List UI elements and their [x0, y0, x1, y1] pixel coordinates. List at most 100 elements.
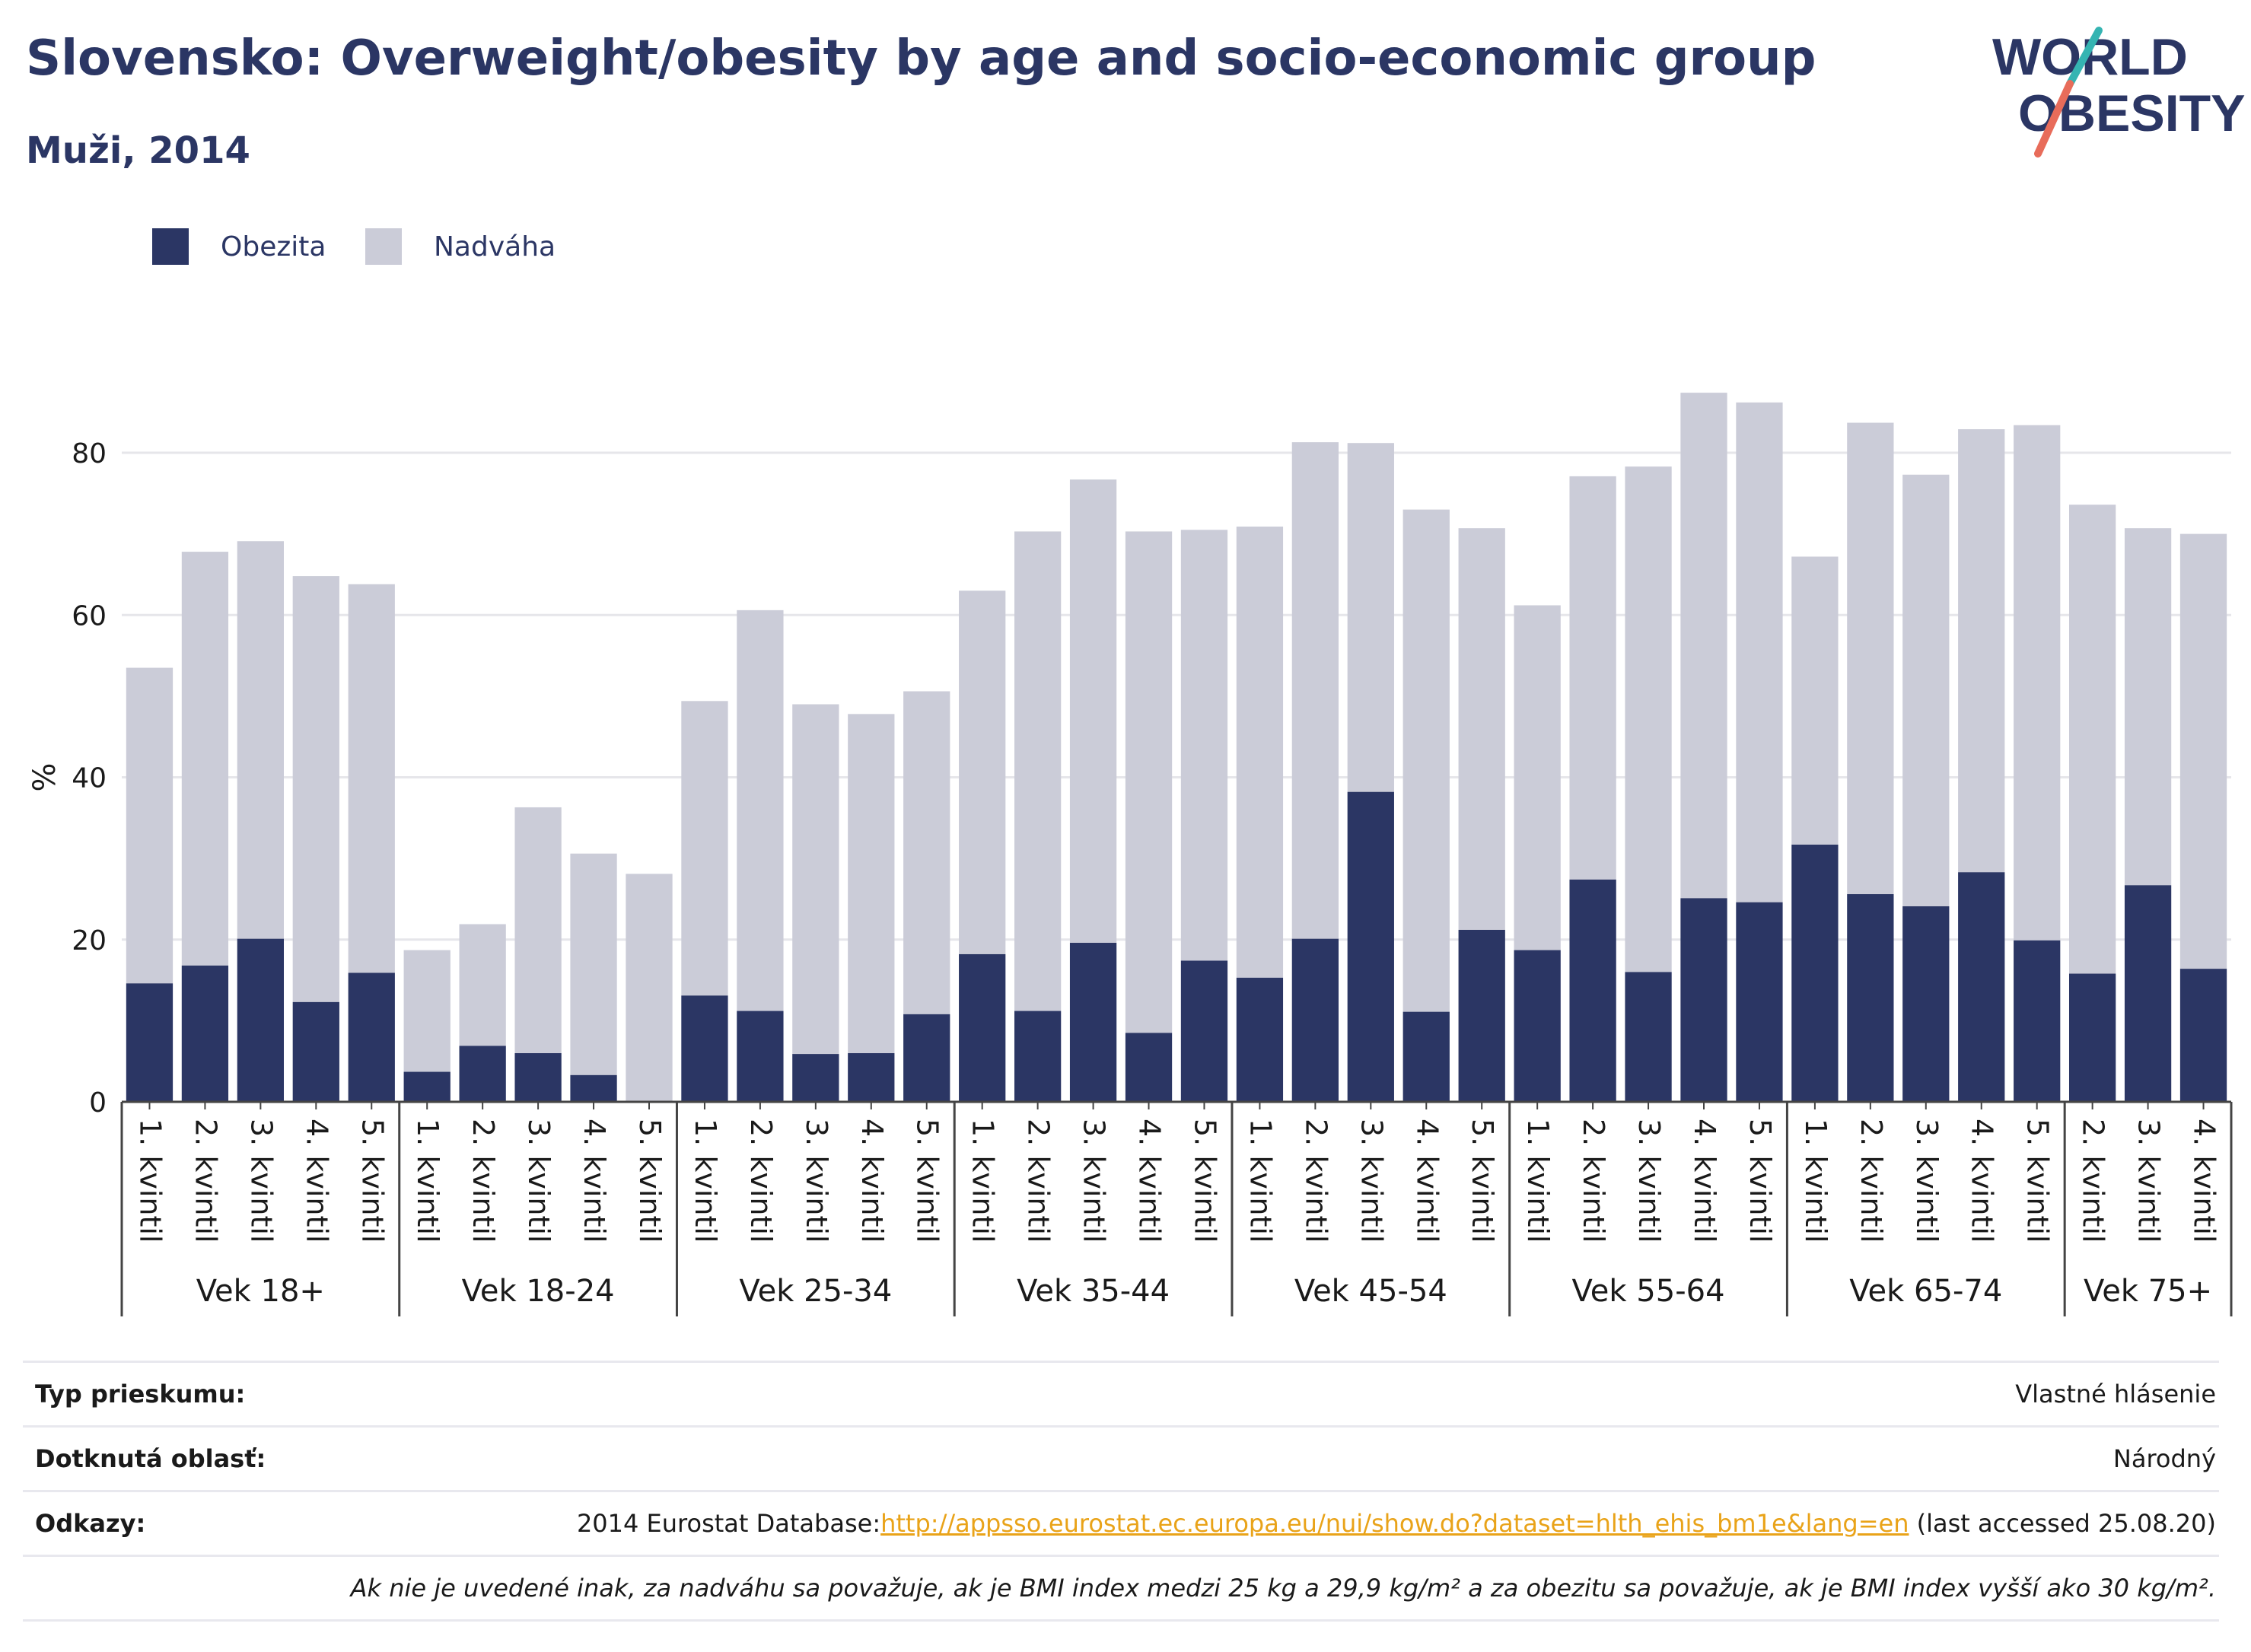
bar-obezita [1958, 872, 2005, 1102]
bar-nadvaha [1125, 531, 1173, 1033]
x-category-label: 5. kvintil [2021, 1119, 2055, 1243]
bar-nadvaha [2179, 533, 2227, 969]
bar-obezita [1847, 894, 1894, 1102]
x-category-label: 1. kvintil [133, 1119, 167, 1243]
bar-nadvaha [1069, 479, 1117, 944]
bar-obezita [2014, 940, 2061, 1102]
bar-nadvaha [1791, 556, 1839, 845]
survey-type-label: Typ prieskumu: [35, 1380, 246, 1408]
age-group-label: Vek 18+ [196, 1274, 325, 1309]
bar-obezita [1569, 879, 1616, 1102]
bar-nadvaha [792, 704, 839, 1055]
bar-obezita [403, 1071, 451, 1102]
x-category-label: 1. kvintil [1799, 1119, 1832, 1243]
y-tick-label: 60 [72, 600, 107, 632]
legend-item-nadvaha: Nadváha [365, 228, 556, 265]
bar-obezita [1125, 1033, 1173, 1102]
y-axis-label: % [27, 762, 62, 791]
meta-row-survey: Typ prieskumu: Vlastné hlásenie [23, 1361, 2219, 1425]
chart-subtitle: Muži, 2014 [26, 129, 250, 172]
legend-swatch-obezita [152, 228, 189, 265]
x-category-label: 4. kvintil [1410, 1119, 1444, 1243]
x-category-label: 3. kvintil [1078, 1119, 1111, 1243]
bar-nadvaha [1958, 429, 2005, 873]
x-category-label: 1. kvintil [1521, 1119, 1555, 1243]
stacked-bar-chart: 0 20 40 60 80% 1. kvintil 2. kvintil 3. kvintil… [27, 393, 2233, 1316]
x-category-label: 1. kvintil [411, 1119, 444, 1243]
bar-obezita [1458, 929, 1505, 1102]
age-group-label: Vek 65-74 [1849, 1274, 2002, 1309]
bar-nadvaha [459, 924, 506, 1046]
bar-obezita [1291, 938, 1339, 1102]
bar-obezita [1736, 902, 1783, 1102]
bar-obezita [292, 1001, 339, 1102]
x-category-label: 5. kvintil [355, 1119, 389, 1243]
bar-nadvaha [626, 874, 673, 1102]
bar-obezita [237, 938, 285, 1102]
age-group-label: Vek 18-24 [462, 1274, 615, 1309]
bar-nadvaha [737, 610, 784, 1011]
x-category-label: 4. kvintil [855, 1119, 889, 1243]
meta-row-refs: Odkazy: 2014 Eurostat Database:http://ap… [23, 1490, 2219, 1555]
bar-obezita [1402, 1011, 1450, 1102]
refs-link[interactable]: http://appsso.eurostat.ec.europa.eu/nui/… [880, 1509, 1909, 1538]
x-category-label: 4. kvintil [2188, 1119, 2221, 1243]
x-category-label: 5. kvintil [911, 1119, 944, 1243]
bar-obezita [903, 1014, 950, 1102]
x-category-label: 2. kvintil [744, 1119, 778, 1243]
refs-prefix: 2014 Eurostat Database: [576, 1509, 881, 1538]
x-category-label: 2. kvintil [189, 1119, 222, 1243]
chart-title: Slovensko: Overweight/obesity by age and… [26, 30, 1816, 87]
y-tick-label: 20 [72, 925, 107, 957]
bar-nadvaha [681, 701, 728, 996]
bar-obezita [737, 1011, 784, 1102]
bar-nadvaha [181, 552, 229, 966]
x-category-label: 3. kvintil [1910, 1119, 1944, 1243]
bar-obezita [1625, 972, 1672, 1102]
x-category-label: 2. kvintil [466, 1119, 500, 1243]
x-category-label: 4. kvintil [1133, 1119, 1167, 1243]
x-category-label: 4. kvintil [578, 1119, 611, 1243]
bar-obezita [1069, 943, 1117, 1102]
bar-nadvaha [126, 667, 174, 984]
legend-swatch-nadvaha [365, 228, 402, 265]
world-obesity-logo: WORLD OBESITY [1992, 27, 2245, 158]
x-category-label: 2. kvintil [1022, 1119, 1055, 1243]
bar-nadvaha [1902, 474, 1950, 907]
bar-obezita [1014, 1011, 1062, 1102]
x-category-label: 2. kvintil [1299, 1119, 1332, 1243]
bar-nadvaha [2068, 505, 2116, 974]
bar-nadvaha [1347, 443, 1394, 792]
age-group-label: Vek 55-64 [1572, 1274, 1725, 1309]
bmi-note: Ak nie je uvedené inak, za nadváhu sa po… [350, 1574, 2216, 1603]
bar-nadvaha [1291, 442, 1339, 939]
x-category-label: 4. kvintil [1966, 1119, 1999, 1243]
bar-nadvaha [403, 950, 451, 1072]
bar-obezita [1180, 960, 1228, 1102]
x-category-label: 1. kvintil [966, 1119, 1000, 1243]
x-category-label: 3. kvintil [244, 1119, 278, 1243]
x-category-label: 5. kvintil [1743, 1119, 1777, 1243]
bar-nadvaha [514, 807, 562, 1054]
bar-obezita [1236, 977, 1284, 1102]
legend-item-obezita: Obezita [152, 228, 326, 265]
bar-obezita [570, 1074, 617, 1102]
age-group-label: Vek 45-54 [1294, 1274, 1447, 1309]
bar-obezita [792, 1054, 839, 1102]
bar-obezita [348, 972, 395, 1102]
x-category-label: 3. kvintil [2132, 1119, 2166, 1243]
bar-nadvaha [1514, 605, 1561, 950]
x-category-label: 1. kvintil [1243, 1119, 1277, 1243]
x-category-label: 5. kvintil [1466, 1119, 1499, 1243]
bar-nadvaha [2014, 425, 2061, 941]
metadata-table: Typ prieskumu: Vlastné hlásenie Dotknutá… [23, 1361, 2219, 1622]
x-category-label: 3. kvintil [800, 1119, 833, 1243]
bar-nadvaha [903, 691, 950, 1014]
age-group-label: Vek 25-34 [739, 1274, 892, 1309]
bar-obezita [2124, 885, 2172, 1102]
x-category-label: 3. kvintil [1632, 1119, 1666, 1243]
meta-row-area: Dotknutá oblasť: Národný [23, 1425, 2219, 1490]
x-category-label: 5. kvintil [1188, 1119, 1221, 1243]
age-group-label: Vek 75+ [2084, 1274, 2212, 1309]
refs-value: 2014 Eurostat Database:http://appsso.eur… [577, 1509, 2216, 1538]
